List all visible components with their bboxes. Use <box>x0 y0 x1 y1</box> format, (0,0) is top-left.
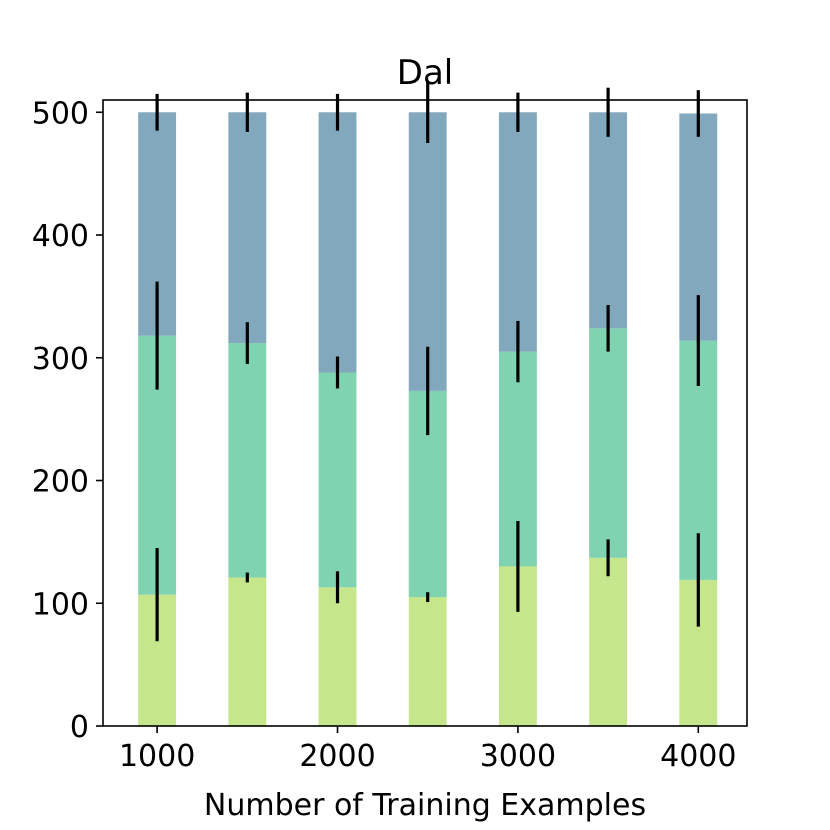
bar-segment-2 <box>318 372 357 588</box>
chart-title: Dal <box>397 53 453 93</box>
x-axis-label: Number of Training Examples <box>204 788 646 823</box>
y-tick-label: 400 <box>32 219 89 254</box>
bar-segment-2 <box>228 343 267 578</box>
y-tick-label: 100 <box>32 587 89 622</box>
x-axis-ticks: 1000 2000 3000 4000 <box>119 726 736 774</box>
x-tick-label: 4000 <box>660 739 736 774</box>
y-tick-label: 200 <box>32 465 89 500</box>
bar-segment-1 <box>408 597 447 726</box>
bar-segment-3 <box>318 112 357 373</box>
y-axis-ticks: 0 100 200 300 400 500 <box>32 96 103 745</box>
y-tick-label: 0 <box>70 710 89 745</box>
x-tick-label: 3000 <box>480 739 556 774</box>
bar-segment-3 <box>498 112 537 352</box>
bar-segment-1 <box>228 577 267 726</box>
bar-segment-3 <box>589 112 628 329</box>
bar-segment-3 <box>228 112 267 344</box>
plot-frame <box>102 99 748 727</box>
x-tick-label: 1000 <box>119 739 195 774</box>
bar-segment-1 <box>318 587 357 726</box>
x-tick-label: 2000 <box>299 739 375 774</box>
bar-segment-2 <box>589 328 628 558</box>
errorbars-layer <box>155 81 700 642</box>
bar-segment-1 <box>589 557 628 726</box>
y-tick-label: 300 <box>32 342 89 377</box>
bar-segment-3 <box>408 112 447 391</box>
bars-layer <box>138 112 718 726</box>
y-tick-label: 500 <box>32 96 89 131</box>
